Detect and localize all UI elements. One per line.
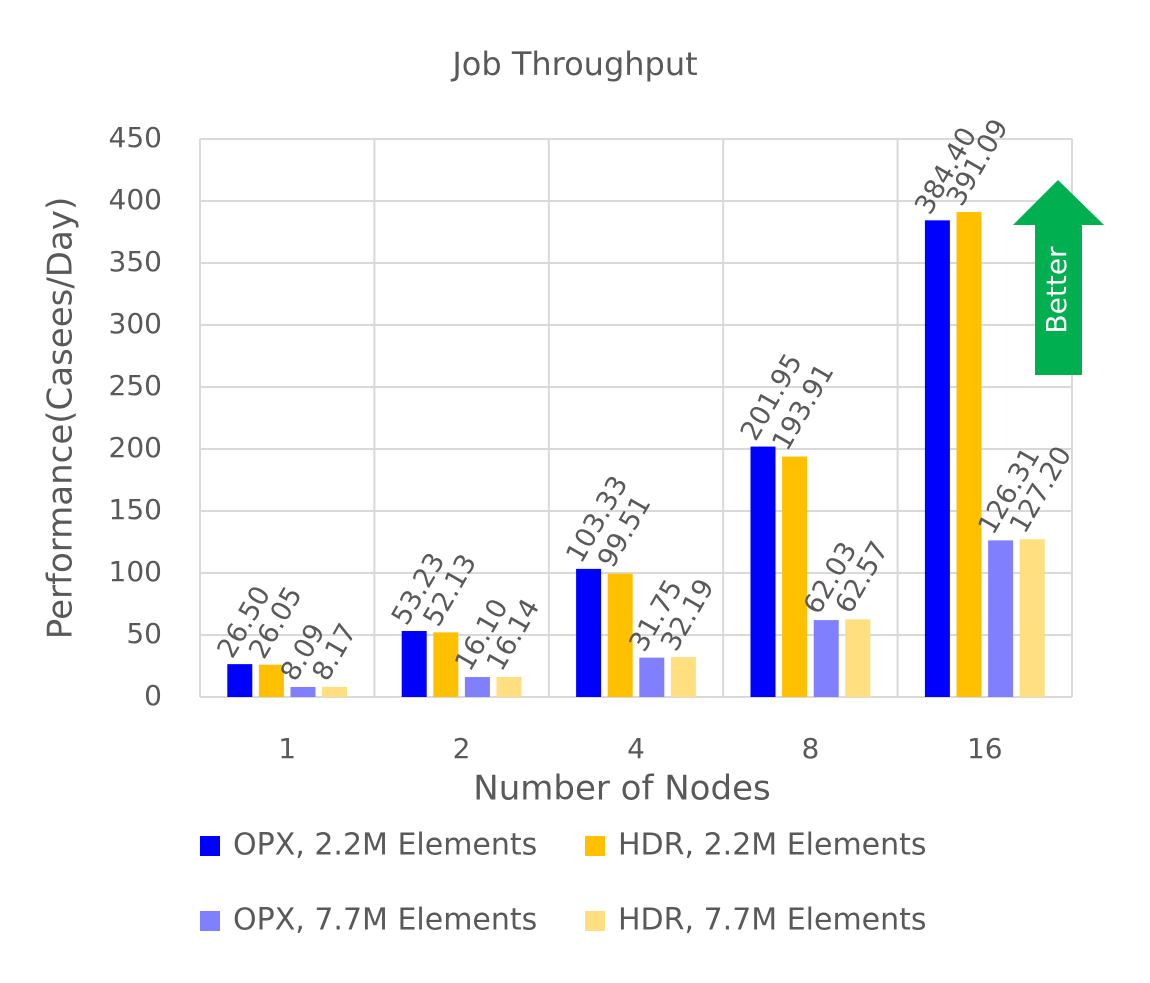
y-axis-label: Performance(Casees/Day) — [41, 197, 81, 639]
legend-swatch — [585, 911, 605, 931]
legend-label: OPX, 7.7M Elements — [233, 903, 537, 938]
chart-title: Job Throughput — [450, 45, 697, 83]
bar — [607, 573, 633, 697]
bar — [639, 657, 665, 697]
bar — [290, 686, 316, 697]
y-tick-label: 0 — [144, 679, 162, 712]
bar — [845, 619, 871, 697]
y-tick-label: 150 — [109, 493, 162, 526]
bar — [782, 456, 808, 697]
bar — [670, 657, 696, 697]
bar — [576, 568, 602, 697]
x-tick-label: 8 — [801, 732, 819, 765]
y-tick-label: 100 — [109, 555, 162, 588]
y-tick-label: 400 — [109, 183, 162, 216]
legend-swatch — [585, 836, 605, 856]
x-tick-label: 2 — [453, 732, 471, 765]
bar — [1019, 539, 1045, 697]
y-tick-label: 250 — [109, 369, 162, 402]
bar — [988, 540, 1014, 697]
bar — [258, 664, 284, 697]
bar — [956, 212, 982, 697]
bar — [433, 632, 459, 697]
y-tick-label: 200 — [109, 431, 162, 464]
bar — [401, 630, 427, 697]
y-tick-label: 450 — [109, 121, 162, 154]
legend-swatch — [200, 836, 220, 856]
legend-label: HDR, 2.2M Elements — [618, 828, 927, 863]
bar — [464, 677, 490, 697]
legend-label: OPX, 2.2M Elements — [233, 828, 537, 863]
y-tick-label: 50 — [126, 617, 162, 650]
y-tick-label: 300 — [109, 307, 162, 340]
bar — [750, 446, 776, 697]
bar — [496, 676, 522, 697]
annotation-text: Better — [1040, 246, 1073, 334]
x-axis-label: Number of Nodes — [473, 769, 770, 809]
legend-label: HDR, 7.7M Elements — [618, 903, 927, 938]
legend-swatch — [200, 911, 220, 931]
y-tick-label: 350 — [109, 245, 162, 278]
bar — [322, 686, 348, 697]
x-tick-label: 16 — [967, 732, 1003, 765]
bar — [813, 620, 839, 697]
x-tick-label: 4 — [627, 732, 645, 765]
annotation-arrow — [1013, 180, 1104, 375]
bar — [924, 220, 950, 697]
bar — [227, 664, 253, 697]
x-tick-label: 1 — [278, 732, 296, 765]
